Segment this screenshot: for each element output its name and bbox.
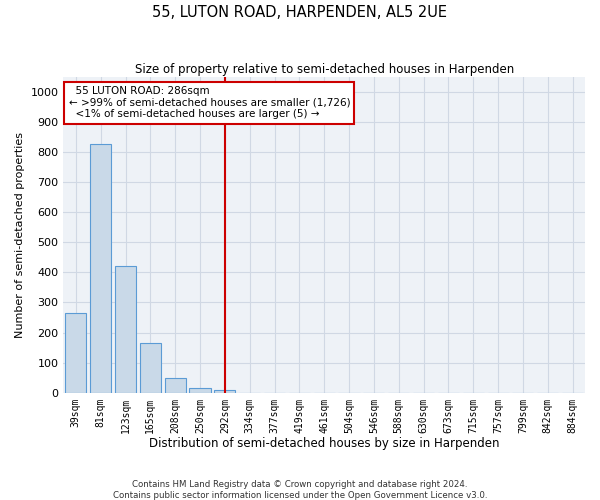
Bar — [214, 390, 235, 392]
Bar — [140, 343, 161, 392]
X-axis label: Distribution of semi-detached houses by size in Harpenden: Distribution of semi-detached houses by … — [149, 437, 499, 450]
Bar — [65, 313, 86, 392]
Bar — [115, 266, 136, 392]
Text: Contains HM Land Registry data © Crown copyright and database right 2024.
Contai: Contains HM Land Registry data © Crown c… — [113, 480, 487, 500]
Y-axis label: Number of semi-detached properties: Number of semi-detached properties — [15, 132, 25, 338]
Title: Size of property relative to semi-detached houses in Harpenden: Size of property relative to semi-detach… — [134, 62, 514, 76]
Text: 55 LUTON ROAD: 286sqm
← >99% of semi-detached houses are smaller (1,726)
  <1% o: 55 LUTON ROAD: 286sqm ← >99% of semi-det… — [68, 86, 350, 120]
Bar — [90, 144, 111, 392]
Text: 55, LUTON ROAD, HARPENDEN, AL5 2UE: 55, LUTON ROAD, HARPENDEN, AL5 2UE — [152, 5, 448, 20]
Bar — [164, 378, 186, 392]
Bar — [190, 388, 211, 392]
